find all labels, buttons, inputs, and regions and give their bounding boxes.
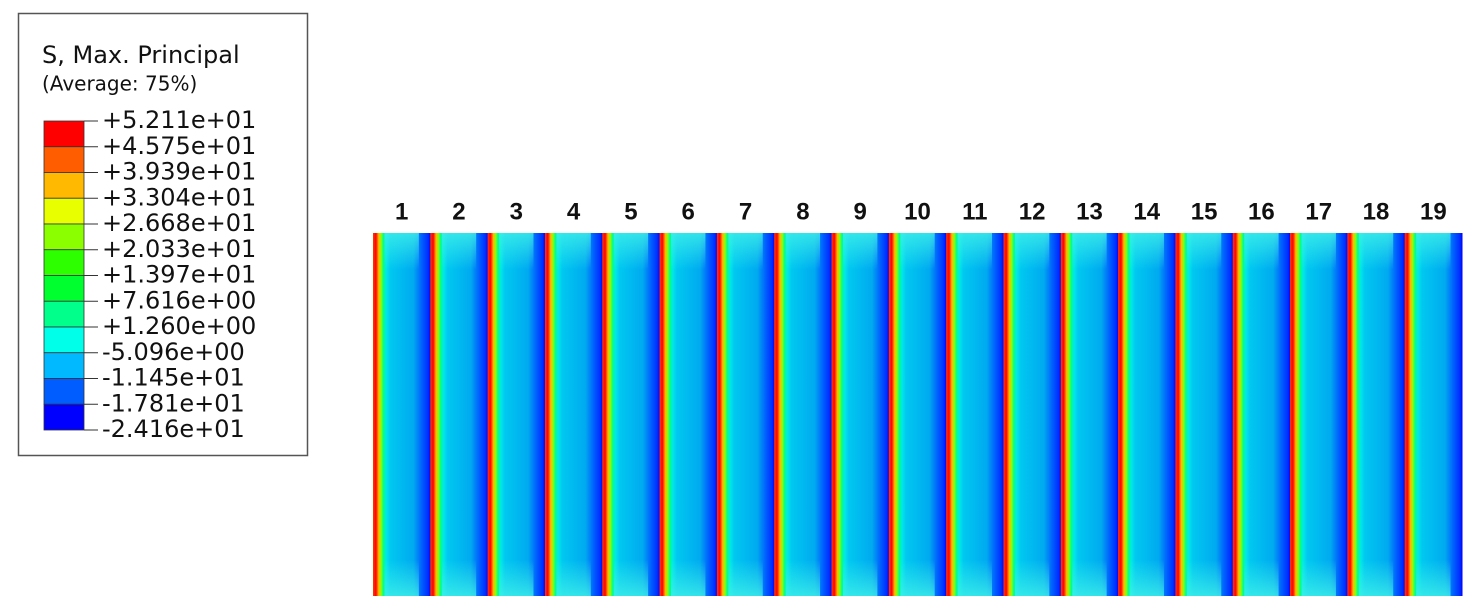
strip-number: 5 <box>624 198 637 225</box>
strip-number: 16 <box>1248 198 1275 225</box>
legend: +5.211e+01+4.575e+01+3.939e+01+3.304e+01… <box>43 106 256 443</box>
strip-edge-shade <box>1416 233 1451 596</box>
strip-edge-shade <box>1014 233 1050 596</box>
legend-swatch <box>43 249 85 276</box>
legend-swatch <box>43 352 85 379</box>
legend-title: S, Max. Principal <box>42 41 240 69</box>
legend-swatch <box>43 300 85 328</box>
legend-subtitle: (Average: 75%) <box>42 72 197 96</box>
strip-number: 7 <box>739 198 752 225</box>
legend-swatch <box>43 172 85 199</box>
legend-label: -1.781e+01 <box>102 389 245 417</box>
legend-label: +2.668e+01 <box>102 209 256 237</box>
legend-swatch <box>43 403 85 431</box>
strip-edge-shade <box>1129 233 1164 596</box>
strip-edge-shade <box>441 233 477 596</box>
legend-label: +1.260e+00 <box>102 312 256 340</box>
strip-edge-shade <box>1301 233 1336 596</box>
strip-number: 9 <box>854 198 867 225</box>
strip-edge-shade <box>499 233 534 596</box>
legend-label: +5.211e+01 <box>102 106 256 134</box>
strip-edge-shade <box>1186 233 1222 596</box>
legend-label: -5.096e+00 <box>102 338 245 366</box>
legend-label: +2.033e+01 <box>102 235 256 263</box>
strip-number: 6 <box>682 198 695 225</box>
legend-swatch <box>43 275 85 302</box>
strip-number: 4 <box>567 198 581 225</box>
legend-swatch <box>43 223 85 251</box>
strip-number: 2 <box>452 198 465 225</box>
strip-number: 12 <box>1019 198 1046 225</box>
strip-edge-shade <box>1072 233 1107 596</box>
strip-edge-shade <box>671 233 706 596</box>
legend-swatch <box>43 146 85 173</box>
strip-number: 8 <box>796 198 809 225</box>
strip-edge-shade <box>613 233 649 596</box>
strip-number: 15 <box>1191 198 1218 225</box>
legend-label: +3.939e+01 <box>102 158 256 186</box>
strip-number: 19 <box>1420 198 1447 225</box>
legend-label: -2.416e+01 <box>102 415 245 443</box>
legend-label: -1.145e+01 <box>102 364 245 392</box>
legend-swatch <box>43 326 85 354</box>
legend-swatch <box>43 197 85 225</box>
strip-number: 3 <box>510 198 523 225</box>
legend-swatch <box>43 120 85 148</box>
strip-edge-shade <box>842 233 878 596</box>
strip-edge-shade <box>900 233 935 596</box>
legend-label: +3.304e+01 <box>102 183 256 211</box>
legend-label: +4.575e+01 <box>102 132 256 160</box>
legend-label: +1.397e+01 <box>102 261 256 289</box>
strip-edge-shade <box>957 233 993 596</box>
strip-edge-shade <box>785 233 821 596</box>
strip-edge-shade <box>728 233 763 596</box>
strip-number: 10 <box>904 198 931 225</box>
contour-plot: 1 2 3 4 5 6 7 8 9 10 11 12 13 14 15 16 17 18 19 <box>373 198 1463 596</box>
strip-number: 1 <box>395 198 408 225</box>
strip-edge-shade <box>556 233 591 596</box>
strip-edge-shade <box>384 233 419 596</box>
strip-edge-shade <box>1244 233 1279 596</box>
strip-number: 17 <box>1305 198 1332 225</box>
strip-number: 14 <box>1133 198 1160 225</box>
strip-number: 11 <box>962 198 987 225</box>
legend-swatch <box>43 378 85 405</box>
strip-number: 18 <box>1363 198 1390 225</box>
strip-edge-shade <box>1358 233 1394 596</box>
legend-label: +7.616e+00 <box>102 286 256 314</box>
strip-number: 13 <box>1076 198 1103 225</box>
